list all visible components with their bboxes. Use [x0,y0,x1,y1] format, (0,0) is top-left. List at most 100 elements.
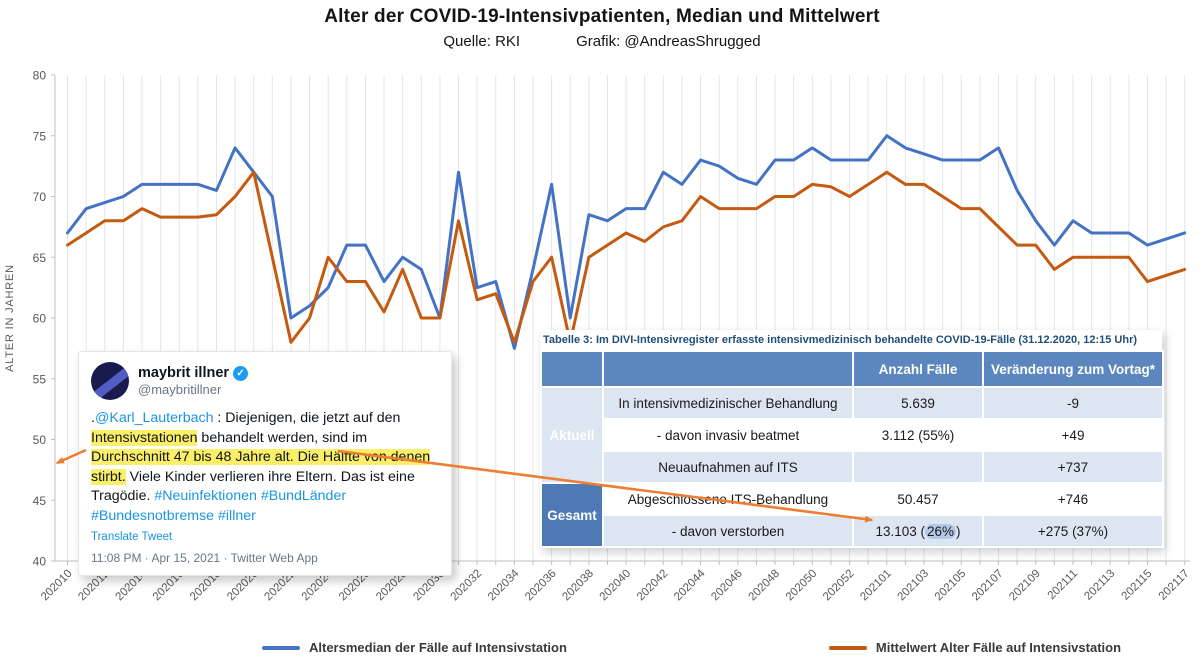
x-tick-label-202046: 202046 [709,568,745,604]
x-tick-label-202036: 202036 [523,568,559,604]
divi-change-cell: +746 [982,482,1164,516]
divi-change-cell: -9 [982,386,1164,420]
highlighted-text: Intensivstationen [91,429,198,446]
divi-header-empty-label [602,350,854,388]
y-tick-label: 40 [33,555,47,569]
divi-change-cell: +737 [982,450,1164,484]
tweet-author: maybrit illner ✓ @maybritillner [138,365,249,397]
y-tick-label: 80 [33,69,47,83]
x-tick-label-202101: 202101 [858,568,894,604]
tweet-link[interactable]: #Bundesnotbremse [91,507,215,524]
divi-header-row: Anzahl Fälle Veränderung zum Vortag* [540,350,1164,388]
divi-anzahl-cell: 5.639 [852,386,984,420]
legend-item-median[interactable]: Altersmedian der Fälle auf Intensivstati… [262,640,567,655]
x-tick-label-202115: 202115 [1120,568,1155,603]
x-tick-label-202042: 202042 [635,568,671,604]
divi-anzahl-cell: 50.457 [852,482,984,516]
x-tick-label-202117: 202117 [1157,568,1192,603]
divi-row-label: In intensivmedizinischer Behandlung [602,386,854,420]
divi-row-label: Neuaufnahmen auf ITS [602,450,854,484]
text-segment: . [91,410,95,426]
y-tick-label: 45 [33,494,47,508]
divi-change-cell: +275 (37%) [982,514,1164,548]
x-tick-label-202113: 202113 [1082,568,1117,603]
x-tick-label-202052: 202052 [821,568,857,604]
tweet-display-name: maybrit illner [138,365,230,381]
y-axis-title: ALTER IN JAHREN [4,264,16,372]
tweet-card[interactable]: maybrit illner ✓ @maybritillner .@Karl_L… [78,351,452,576]
x-tick-label-202048: 202048 [747,568,783,604]
divi-anzahl-cell: 13.103 (26%) [852,514,984,548]
divi-row-label: Abgeschlossene ITS-Behandlung [602,482,854,516]
tweet-timestamp: 11:08 PM · Apr 15, 2021 · Twitter Web Ap… [91,551,318,565]
y-tick-label: 50 [33,433,47,447]
text-segment: : Diejenigen, die jetzt auf den [213,410,401,426]
x-tick-label-202103: 202103 [896,568,932,604]
x-tick-label-202032: 202032 [449,568,485,604]
divi-row-label: - davon verstorben [602,514,854,548]
tweet-link[interactable]: @Karl_Lauterbach [94,410,214,426]
series-line-mittelwert [66,170,1187,344]
tweet-avatar[interactable] [91,362,129,400]
credit-label: Grafik: @AndreasShrugged [576,33,761,50]
x-tick-label-202111: 202111 [1046,568,1080,602]
x-tick-label-202107: 202107 [970,568,1006,604]
legend-label-mittelwert: Mittelwert Alter Fälle auf Intensivstati… [875,640,1122,655]
x-tick-label-202050: 202050 [784,568,820,604]
divi-table-row: Gesamt Abgeschlossene ITS-Behandlung 50.45… [540,482,1164,548]
y-tick-label: 70 [33,190,47,204]
divi-table: Tabelle 3: Im DIVI-Intensivregister erfa… [540,330,1164,548]
divi-table-row: Neuaufnahmen auf ITS +737 [541,450,1164,484]
text-segment: behandelt werden, sind im [197,429,368,446]
chart-title: Alter der COVID-19-Intensivpatienten, Me… [324,6,880,27]
tweet-body: .@Karl_Lauterbach : Diejenigen, die jetz… [91,409,439,526]
translate-tweet-link[interactable]: Translate Tweet [91,531,173,543]
divi-header-veraenderung: Veränderung zum Vortag* [982,350,1164,388]
maybrit-illner-logo [91,362,129,400]
divi-table-row: - davon verstorben 13.103 (26%) +275 (37%) [541,514,1164,548]
x-tick-label-202105: 202105 [933,568,969,604]
tweet-header: maybrit illner ✓ @maybritillner [91,362,439,400]
legend-label-median: Altersmedian der Fälle auf Intensivstati… [309,640,567,655]
chart-subtitle: Quelle: RKI Grafik: @AndreasShrugged [0,33,1204,50]
divi-row-label: - davon invasiv beatmet [602,418,854,452]
legend-line-mittelwert [828,645,867,650]
x-tick-label-202044: 202044 [672,567,708,603]
divi-header-empty-group [540,350,604,388]
divi-table-row: Aktuell In intensivmedizinischer Behandlu… [540,386,1164,484]
legend-item-mittelwert[interactable]: Mittelwert Alter Fälle auf Intensivstati… [828,640,1122,655]
divi-table-row: - davon invasiv beatmet 3.112 (55%) +49 [541,418,1164,452]
divi-group-gesamt: Gesamt [540,482,604,548]
anzahl-text: 5.639 [901,395,935,411]
divi-anzahl-cell: 3.112 (55%) [852,418,984,452]
highlight-26-percent: 26% [925,523,957,539]
divi-group-aktuell: Aktuell [540,386,604,484]
x-tick-label-202040: 202040 [598,568,634,604]
divi-anzahl-cell [852,450,984,484]
tweet-link[interactable]: #BundLänder [260,488,347,504]
verified-badge-icon: ✓ [233,365,249,381]
x-tick-label-202034: 202034 [486,567,522,603]
tweet-link[interactable]: #illner [218,507,256,524]
x-tick-label-202010: 202010 [39,568,75,604]
anzahl-text: 3.112 (55%) [881,427,955,443]
tweet-handle: @maybritillner [138,382,222,397]
legend-line-median [262,645,300,650]
anzahl-text: 13.103 ( [875,523,925,539]
anzahl-text: ) [956,523,961,539]
x-tick-label-202038: 202038 [560,568,596,604]
y-tick-label: 55 [33,372,47,386]
chart-legend: Altersmedian der Fälle auf Intensivstati… [262,640,1121,655]
divi-header-anzahl: Anzahl Fälle [852,350,984,388]
tweet-link[interactable]: #Neuinfektionen [154,488,257,504]
x-tick-label-202109: 202109 [1007,568,1043,604]
divi-table-grid: Anzahl Fälle Veränderung zum Vortag* Akt… [540,350,1164,548]
source-label: Quelle: RKI [443,33,521,50]
divi-table-title: Tabelle 3: Im DIVI-Intensivregister erfa… [540,330,1162,350]
divi-change-cell: +49 [982,418,1164,452]
anzahl-text: 50.457 [897,491,939,507]
y-tick-label: 75 [33,129,47,143]
y-tick-label: 65 [33,251,47,265]
y-tick-label: 60 [33,312,47,326]
